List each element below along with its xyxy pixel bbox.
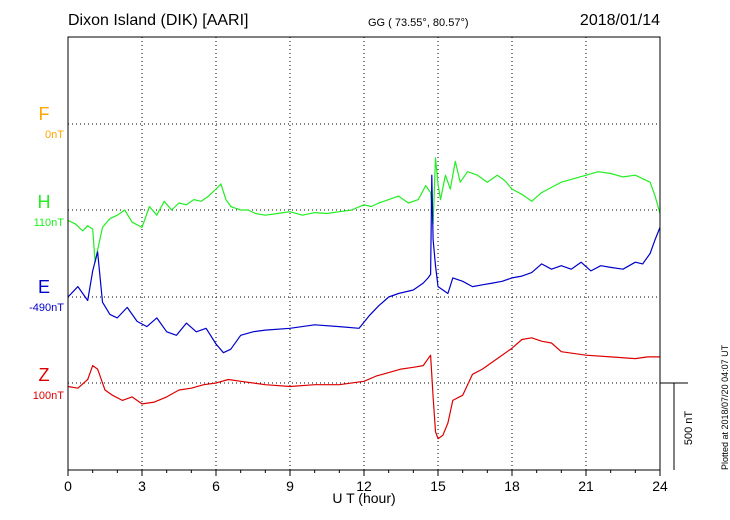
x-tick-label: 15 (430, 478, 446, 494)
chart-date: 2018/01/14 (579, 12, 660, 29)
x-tick-label: 24 (652, 478, 668, 494)
x-tick-label: 12 (356, 478, 372, 494)
grid-lines (68, 37, 660, 470)
plotted-note: Plotted at 2018/07/20 04:07 UT (720, 344, 730, 470)
series-label-h: H (38, 192, 51, 212)
scale-bar-label: 500 nT (683, 411, 695, 446)
x-tick-label: 0 (64, 478, 72, 494)
series-label-e: E (38, 277, 50, 297)
x-ticks: 0 3 6 9 12 15 18 21 24 (64, 470, 668, 494)
scale-bar: 500 nT (660, 382, 695, 470)
series-label-z: Z (39, 365, 50, 385)
series-line-e (67, 174, 661, 354)
series-lines (67, 157, 661, 440)
series-baseline-e: -490nT (29, 302, 64, 314)
x-axis-label: U T (hour) (332, 490, 395, 506)
x-tick-label: 9 (286, 478, 294, 494)
series-labels: F 0nT H 110nT E -490nT Z 100nT (29, 104, 64, 402)
x-tick-label: 18 (504, 478, 520, 494)
series-baseline-z: 100nT (33, 390, 64, 402)
station-coordinates: GG ( 73.55°, 80.57°) (368, 17, 469, 29)
series-label-f: F (39, 104, 50, 124)
series-baseline-f: 0nT (45, 129, 64, 141)
series-baseline-h: 110nT (34, 217, 65, 229)
x-tick-label: 6 (212, 478, 220, 494)
x-tick-label: 21 (578, 478, 594, 494)
series-line-z (67, 337, 660, 440)
x-tick-label: 3 (138, 478, 146, 494)
chart-title: Dixon Island (DIK) [AARI] (68, 12, 249, 29)
series-line-h (67, 157, 661, 263)
